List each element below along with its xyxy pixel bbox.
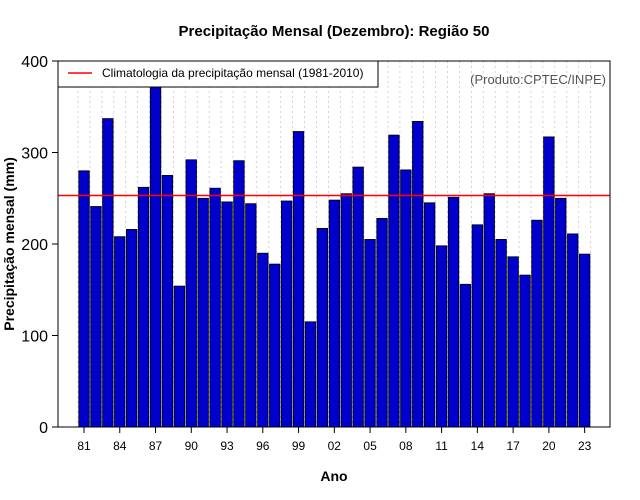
x-tick-label: 11 <box>435 439 448 453</box>
bar-2014 <box>471 224 484 428</box>
legend: Climatologia da precipitação mensal (198… <box>57 60 379 88</box>
bar-1991 <box>197 197 209 428</box>
legend-box <box>57 60 379 88</box>
bar-2020 <box>543 136 555 428</box>
x-axis: 81 84 87 90 93 96 99 02 05 08 11 14 17 20 23 <box>77 427 592 453</box>
bar-1989 <box>173 285 186 428</box>
bar-2015 <box>483 193 495 428</box>
x-tick-label: 99 <box>292 439 306 453</box>
bar-1990 <box>185 159 197 428</box>
y-tick-label: 100 <box>21 329 48 346</box>
bar-2016 <box>495 238 507 428</box>
bar-1986 <box>137 186 150 428</box>
bar-2005 <box>364 238 376 428</box>
x-tick-label: 17 <box>506 439 520 453</box>
x-tick-label: 87 <box>149 439 163 453</box>
bar-1981 <box>78 170 90 428</box>
x-tick-label: 93 <box>220 439 234 453</box>
bar-2008 <box>400 169 412 428</box>
x-tick-label: 84 <box>113 439 127 453</box>
bar-1988 <box>161 174 174 428</box>
bar-2004 <box>352 166 364 428</box>
bar-1985 <box>126 228 138 428</box>
x-tick-label: 05 <box>363 439 377 453</box>
y-axis-label: Precipitação mensal (mm) <box>1 157 17 331</box>
bar-2023 <box>579 253 591 428</box>
bar-2022 <box>567 233 579 428</box>
x-tick-label: 02 <box>328 439 342 453</box>
bar-1996 <box>257 252 269 428</box>
bar-1998 <box>280 200 293 428</box>
bar-1994 <box>233 160 245 428</box>
bar-2012 <box>447 196 460 428</box>
bar-2003 <box>340 193 352 428</box>
grid-lines <box>77 61 591 427</box>
bar-1983 <box>102 118 114 428</box>
bar-1982 <box>90 206 102 428</box>
bar-1999 <box>292 131 305 428</box>
bar-2021 <box>555 197 567 428</box>
bar-1995 <box>245 203 257 428</box>
bar-1993 <box>221 201 233 428</box>
credit-text: (Produto:CPTEC/INPE) <box>470 72 606 87</box>
bar-2001 <box>316 227 329 428</box>
chart-title: Precipitação Mensal (Dezembro): Região 5… <box>179 23 490 40</box>
bar-1992 <box>209 187 221 428</box>
y-tick-label: 300 <box>21 146 48 163</box>
x-tick-label: 20 <box>542 439 556 453</box>
bar-2018 <box>519 274 531 428</box>
bar-2007 <box>388 134 400 428</box>
y-tick-label: 400 <box>21 54 48 71</box>
x-tick-label: 23 <box>578 439 592 453</box>
bar-2010 <box>423 202 436 428</box>
bar-series <box>78 85 591 428</box>
x-tick-label: 81 <box>77 439 91 453</box>
x-tick-label: 90 <box>185 439 199 453</box>
x-tick-label: 08 <box>399 439 413 453</box>
bar-2013 <box>459 283 472 428</box>
legend-climatology-label: Climatologia da precipitação mensal (198… <box>102 66 363 80</box>
bar-2011 <box>435 245 448 428</box>
bar-2019 <box>531 219 543 428</box>
bar-2009 <box>412 121 424 428</box>
bar-2017 <box>507 256 519 428</box>
bar-2006 <box>376 217 388 428</box>
x-tick-label: 96 <box>256 439 270 453</box>
x-tick-label: 14 <box>471 439 485 453</box>
y-axis: 0 100 200 300 400 <box>21 54 58 437</box>
x-axis-label: Ano <box>320 468 347 484</box>
bar-1987 <box>149 85 162 428</box>
bar-1984 <box>114 236 126 428</box>
bar-2000 <box>304 321 317 428</box>
bar-1997 <box>269 263 281 428</box>
bar-2002 <box>328 199 341 428</box>
y-tick-label: 0 <box>39 420 48 437</box>
y-tick-label: 200 <box>21 237 48 254</box>
